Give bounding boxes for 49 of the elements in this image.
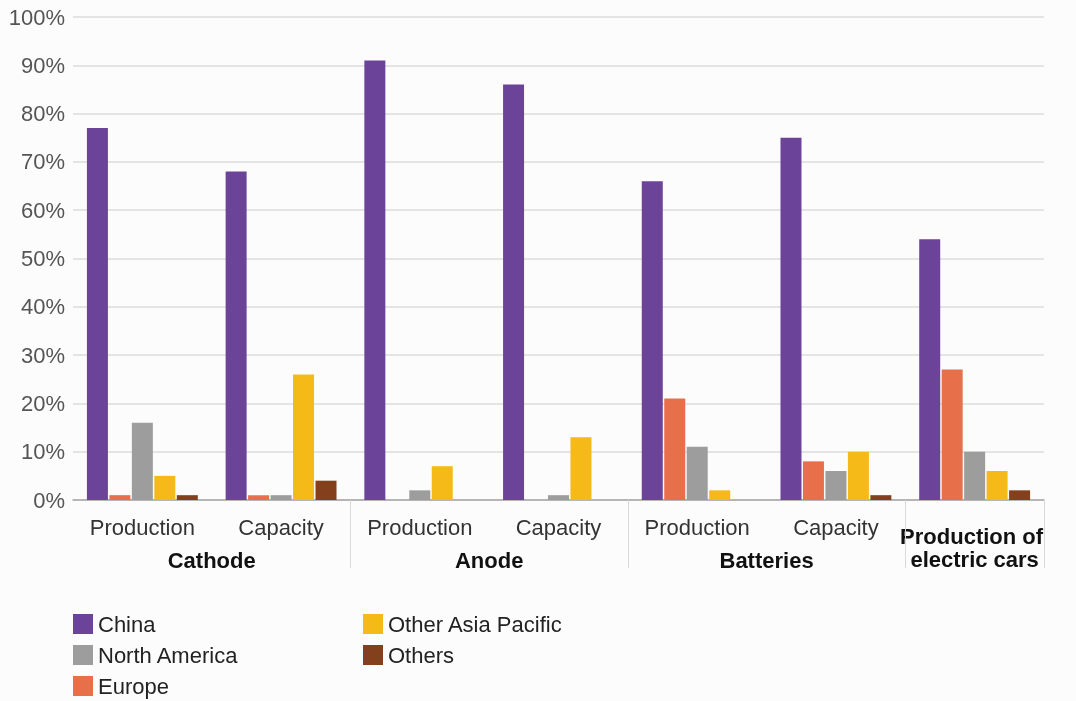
x-tick-label: Capacity [238,514,324,540]
legend-label: China [98,611,157,637]
bar [870,495,892,500]
bar [248,495,270,500]
legend-label: Europe [98,673,169,699]
y-tick-label: 0% [33,487,65,513]
bar [154,475,176,500]
bar [225,171,247,500]
bar [664,398,686,500]
text: Production of electric cars [900,524,1050,572]
y-tick-label: 80% [20,101,65,127]
bar [570,437,592,500]
x-tick-label: Capacity [793,514,879,540]
bar [780,137,802,500]
legend-label: Others [388,642,455,668]
bar [503,84,525,500]
bar [431,466,453,500]
x-tick-label: Production [644,514,750,540]
bar [802,461,824,500]
bar [941,369,963,500]
text: Anode [454,547,524,573]
bar [86,128,108,500]
y-tick-label: 50% [20,246,65,271]
y-tick-label: 40% [20,294,65,320]
y-tick-label: 20% [20,390,65,416]
y-tick-label: 70% [20,149,65,175]
bar [641,181,663,500]
y-tick-label: 30% [20,342,65,368]
bar [986,471,1008,500]
y-tick-label: 100% [8,4,65,30]
y-tick-label: 10% [20,439,65,465]
bar [919,239,941,500]
y-tick-label: 60% [20,197,65,223]
bar [364,60,386,500]
y-tick-label: 90% [20,52,65,78]
bar [109,495,131,500]
bar [293,374,315,500]
x-tick-label: Production [367,514,473,540]
bar [709,490,731,500]
bar [176,495,198,500]
text: Batteries [719,547,814,573]
legend-label: Other Asia Pacific [388,611,562,637]
legend-label: North America [98,642,239,668]
text: Cathode [167,547,256,573]
bar [315,480,337,500]
bar [1009,490,1031,500]
x-tick-label: Capacity [515,514,602,540]
x-tick-label: Production [89,514,195,540]
bar [847,451,869,500]
